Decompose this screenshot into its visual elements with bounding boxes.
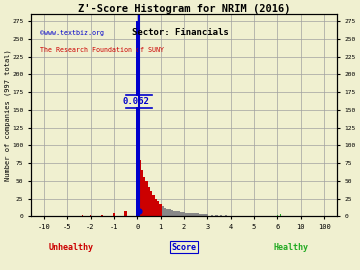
Bar xyxy=(211,215,213,216)
Bar xyxy=(136,21,138,216)
Bar xyxy=(206,214,208,216)
Bar xyxy=(164,208,166,216)
Bar xyxy=(162,206,164,216)
Text: Unhealthy: Unhealthy xyxy=(48,242,93,252)
Bar xyxy=(192,214,194,216)
Bar xyxy=(150,191,152,216)
Bar xyxy=(82,215,83,216)
Bar xyxy=(204,214,206,216)
Text: Score: Score xyxy=(171,242,197,252)
Bar xyxy=(157,201,159,216)
Y-axis label: Number of companies (997 total): Number of companies (997 total) xyxy=(4,49,11,181)
Bar xyxy=(225,215,227,216)
Bar xyxy=(169,209,171,216)
Text: Healthy: Healthy xyxy=(274,242,309,252)
Bar xyxy=(174,211,176,216)
Bar xyxy=(124,211,127,216)
Bar xyxy=(159,204,162,216)
Bar xyxy=(143,177,145,216)
Bar xyxy=(276,215,278,216)
Bar xyxy=(90,215,91,216)
Bar xyxy=(190,213,192,216)
Bar xyxy=(216,215,218,216)
Bar xyxy=(185,213,188,216)
Bar xyxy=(202,214,204,216)
Bar xyxy=(155,198,157,216)
Bar xyxy=(152,195,155,216)
Title: Z'-Score Histogram for NRIM (2016): Z'-Score Histogram for NRIM (2016) xyxy=(78,4,290,14)
Bar xyxy=(176,211,178,216)
Bar xyxy=(199,214,202,216)
Bar xyxy=(171,210,174,216)
Text: The Research Foundation of SUNY: The Research Foundation of SUNY xyxy=(40,46,164,53)
Bar xyxy=(183,212,185,216)
Bar xyxy=(113,213,115,216)
Bar xyxy=(188,213,190,216)
Bar xyxy=(297,211,298,216)
Bar xyxy=(145,181,148,216)
Bar xyxy=(138,160,141,216)
Bar xyxy=(148,187,150,216)
Bar xyxy=(220,215,222,216)
Text: Sector: Financials: Sector: Financials xyxy=(132,28,228,37)
Bar xyxy=(194,214,197,216)
Text: ©www.textbiz.org: ©www.textbiz.org xyxy=(40,30,104,36)
Bar xyxy=(180,212,183,216)
Bar xyxy=(197,214,199,216)
Text: 0.062: 0.062 xyxy=(123,97,150,106)
Bar xyxy=(141,170,143,216)
Bar xyxy=(166,208,169,216)
Bar xyxy=(101,215,103,216)
Bar xyxy=(178,211,180,216)
